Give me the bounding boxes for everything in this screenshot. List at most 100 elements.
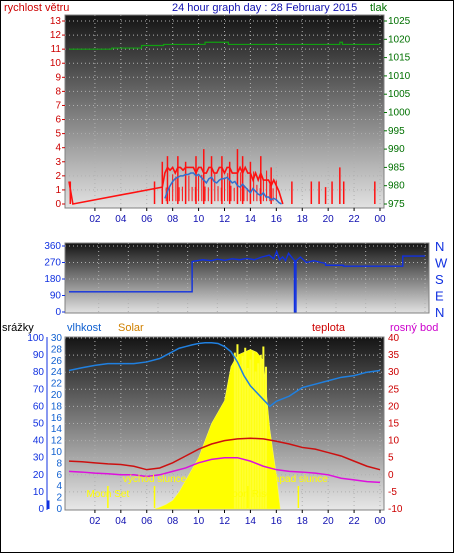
panel-temp-humidity-solar: Moon Set východ slunce Moon Rise západ slun… <box>27 333 403 527</box>
humidity-tick-label: 28 <box>51 344 63 355</box>
temperature-tick-label: 40 <box>388 333 400 344</box>
annotation-label: Moon Set <box>86 489 129 500</box>
x-tick-label: 08 <box>167 516 179 527</box>
humidity-tick-label: 12 <box>51 436 63 447</box>
x-tick-label: 00 <box>374 516 386 527</box>
temperature-tick-label: 35 <box>388 350 400 361</box>
x-tick-label: 12 <box>219 214 231 225</box>
pressure-tick-label: 995 <box>388 126 405 137</box>
pressure-tick-label: 1000 <box>388 108 411 119</box>
rain-tick-label: 70 <box>33 384 45 395</box>
temperature-tick-label: 10 <box>388 436 400 447</box>
humidity-tick-label: 22 <box>51 379 63 390</box>
humidity-line <box>68 342 381 408</box>
x-tick-label: 22 <box>349 214 361 225</box>
pressure-axis: 975 980 985 990 995 1000 1005 1010 1015 1020 1025 <box>384 16 411 210</box>
wind-tick-label: 12 <box>50 30 62 41</box>
rain-tick-label: 10 <box>33 487 45 498</box>
temperature-tick-label: 5 <box>388 453 394 464</box>
rain-tick-label: 80 <box>33 367 45 378</box>
x-tick-label: 22 <box>349 516 361 527</box>
panel1-x-axis: 02 04 06 08 10 12 14 16 18 20 22 00 <box>89 208 386 225</box>
annotation-label: východ slunce <box>123 474 187 485</box>
compass-label: N <box>435 239 444 254</box>
direction-degrees-axis: 0 90 180 270 360 <box>44 241 65 318</box>
graph-title: 24 hour graph day : 28 February 2015 <box>172 2 357 14</box>
direction-tick-label: 180 <box>44 274 61 285</box>
wind-tick-label: 2 <box>55 171 61 182</box>
humidity-tick-label: 4 <box>56 481 62 492</box>
direction-tick-label: 270 <box>44 258 61 269</box>
humidity-tick-label: 30 <box>51 333 63 344</box>
humidity-tick-label: 2 <box>56 493 62 504</box>
pressure-tick-label: 1005 <box>388 89 411 100</box>
pressure-tick-label: 990 <box>388 144 405 155</box>
direction-tick-label: 90 <box>50 291 62 302</box>
x-tick-label: 10 <box>193 516 205 527</box>
humidity-tick-label: 20 <box>51 390 63 401</box>
temperature-tick-label: 30 <box>388 367 400 378</box>
wind-direction-line <box>69 249 425 313</box>
avg-wind-line <box>164 172 282 205</box>
panel2-series <box>69 249 425 313</box>
humidity-tick-label: 26 <box>51 356 63 367</box>
pressure-tick-label: 1015 <box>388 53 411 64</box>
compass-label: E <box>435 289 444 304</box>
x-tick-label: 16 <box>271 516 283 527</box>
x-tick-label: 12 <box>219 516 231 527</box>
direction-tick-label: 360 <box>44 241 61 252</box>
rain-tick-label: 20 <box>33 470 45 481</box>
pressure-tick-label: 975 <box>388 199 405 210</box>
rain-tick-label: 100 <box>27 333 44 344</box>
panel3-axes: 0102030405060708090100024681012141618202… <box>27 333 403 515</box>
pressure-tick-label: 1020 <box>388 34 411 45</box>
x-tick-label: 04 <box>115 214 127 225</box>
x-tick-label: 06 <box>141 214 153 225</box>
humidity-tick-label: 6 <box>56 470 62 481</box>
x-tick-label: 00 <box>374 214 386 225</box>
wind-tick-label: 7 <box>55 100 61 111</box>
rain-tick-label: 30 <box>33 453 45 464</box>
x-tick-label: 14 <box>245 214 257 225</box>
rain-tick-label: 0 <box>38 504 44 515</box>
pressure-tick-label: 985 <box>388 162 405 173</box>
wind-speed-title: rychlost větru <box>4 2 69 14</box>
x-tick-label: 18 <box>297 214 309 225</box>
compass-label: W <box>435 256 448 271</box>
x-tick-label: 08 <box>167 214 179 225</box>
rain-tick-label: 50 <box>33 419 45 430</box>
humidity-tick-label: 14 <box>51 424 63 435</box>
wind-tick-label: 1 <box>55 185 61 196</box>
rain-title: srážky <box>2 322 34 334</box>
x-tick-label: 18 <box>297 516 309 527</box>
pressure-tick-label: 1010 <box>388 71 411 82</box>
temperature-line <box>68 437 381 471</box>
wind-tick-label: 13 <box>50 16 62 27</box>
pressure-line <box>69 41 380 50</box>
panel2-grid <box>65 243 429 313</box>
pressure-tick-label: 1025 <box>388 16 411 27</box>
panel3-annotations: Moon Set východ slunce Moon Rise západ slun… <box>86 474 328 508</box>
temperature-tick-label: 25 <box>388 384 400 395</box>
rain-tick-label: 90 <box>33 350 45 361</box>
compass-label: S <box>435 272 444 287</box>
rain-tick-label: 60 <box>33 401 45 412</box>
rain-tick-label: 40 <box>33 436 45 447</box>
wind-tick-label: 11 <box>51 44 62 55</box>
wind-tick-label: 0 <box>55 199 61 210</box>
x-tick-label: 02 <box>89 214 101 225</box>
humidity-tick-label: 18 <box>51 401 63 412</box>
x-tick-label: 16 <box>271 214 283 225</box>
humidity-tick-label: 10 <box>51 447 63 458</box>
temperature-tick-label: 20 <box>388 401 400 412</box>
annotation-label: Moon Rise <box>224 489 272 500</box>
annotation-label: západ slunce <box>269 474 328 485</box>
wind-tick-label: 3 <box>55 157 61 168</box>
